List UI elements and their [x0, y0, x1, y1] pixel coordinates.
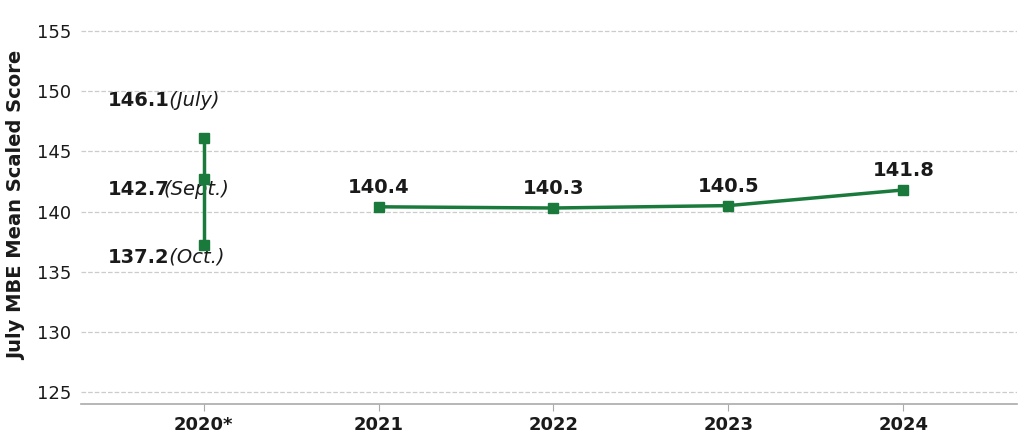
Text: 146.1: 146.1 — [108, 91, 169, 110]
Text: 141.8: 141.8 — [872, 161, 934, 180]
Text: 137.2: 137.2 — [108, 248, 169, 267]
Text: 142.7: 142.7 — [108, 180, 169, 199]
Text: 140.3: 140.3 — [522, 179, 585, 198]
Text: 140.5: 140.5 — [697, 177, 759, 196]
Y-axis label: July MBE Mean Scaled Score: July MBE Mean Scaled Score — [7, 51, 26, 360]
Text: (Oct.): (Oct.) — [164, 248, 225, 267]
Text: (Sept.): (Sept.) — [164, 180, 229, 199]
Text: 140.4: 140.4 — [348, 178, 410, 197]
Text: (July): (July) — [164, 91, 220, 110]
